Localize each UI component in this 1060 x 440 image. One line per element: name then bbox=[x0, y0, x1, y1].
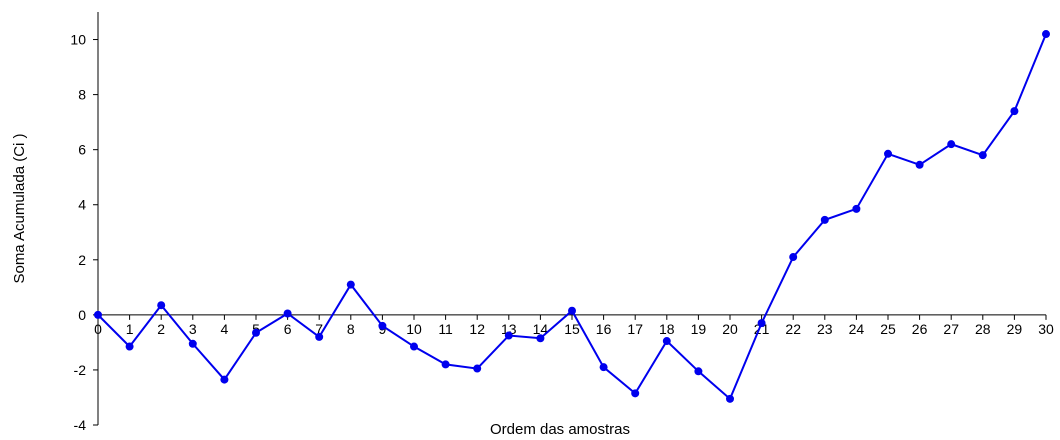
y-tick-label: 4 bbox=[78, 197, 86, 213]
data-point bbox=[978, 151, 987, 160]
data-point bbox=[441, 360, 450, 369]
x-tick-label: 25 bbox=[880, 321, 896, 337]
data-point bbox=[631, 389, 640, 398]
data-point bbox=[504, 331, 513, 340]
y-axis-label: Soma Acumulada (Ci ) bbox=[11, 133, 28, 283]
x-tick-label: 0 bbox=[94, 321, 102, 337]
y-tick-label: 8 bbox=[78, 87, 86, 103]
data-point bbox=[94, 310, 102, 319]
x-tick-label: 29 bbox=[1007, 321, 1023, 337]
y-ticks: -4 -2 0 2 4 6 8 10 bbox=[70, 32, 98, 433]
data-point bbox=[1042, 30, 1050, 39]
data-point bbox=[820, 215, 829, 224]
y-axis: -4 -2 0 2 4 6 8 10 bbox=[70, 12, 99, 433]
data-point bbox=[947, 140, 956, 149]
data-point bbox=[915, 160, 924, 169]
x-ticks: 0123456789101112131415161718192021222324… bbox=[94, 314, 1054, 337]
data-point bbox=[157, 301, 166, 310]
x-tick-label: 3 bbox=[189, 321, 197, 337]
data-point bbox=[346, 280, 355, 289]
x-tick-label: 6 bbox=[284, 321, 292, 337]
series-line bbox=[97, 33, 1047, 401]
data-point bbox=[662, 337, 671, 346]
data-point bbox=[125, 342, 134, 351]
x-tick-label: 16 bbox=[596, 321, 612, 337]
data-point bbox=[220, 375, 229, 384]
x-tick-label: 8 bbox=[347, 321, 355, 337]
y-tick-label: -4 bbox=[74, 417, 87, 433]
x-tick-label: 15 bbox=[564, 321, 580, 337]
data-point bbox=[789, 253, 798, 262]
data-point bbox=[252, 328, 260, 337]
y-tick-label: 2 bbox=[78, 252, 86, 268]
data-point bbox=[378, 321, 387, 330]
data-points bbox=[94, 30, 1050, 403]
y-tick-label: -2 bbox=[74, 362, 87, 378]
x-tick-label: 11 bbox=[438, 321, 453, 337]
data-point bbox=[410, 342, 418, 351]
data-point bbox=[283, 309, 292, 318]
x-tick-label: 1 bbox=[126, 321, 134, 337]
y-tick-label: 10 bbox=[70, 32, 86, 48]
data-point bbox=[568, 306, 576, 315]
x-tick-label: 24 bbox=[849, 321, 865, 337]
x-tick-label: 13 bbox=[501, 321, 517, 337]
data-point bbox=[1010, 107, 1019, 116]
x-tick-label: 22 bbox=[785, 321, 801, 337]
x-tick-label: 30 bbox=[1038, 321, 1054, 337]
data-point bbox=[757, 319, 766, 328]
x-tick-label: 4 bbox=[221, 321, 229, 337]
x-tick-label: 2 bbox=[157, 321, 165, 337]
y-tick-label: 0 bbox=[78, 307, 86, 323]
data-point bbox=[852, 204, 861, 213]
x-tick-label: 26 bbox=[912, 321, 928, 337]
x-axis: 0123456789101112131415161718192021222324… bbox=[94, 314, 1054, 337]
data-point bbox=[694, 367, 703, 376]
x-tick-label: 27 bbox=[943, 321, 959, 337]
data-point bbox=[473, 364, 482, 373]
data-point bbox=[884, 149, 892, 158]
data-point bbox=[315, 332, 324, 341]
x-tick-label: 12 bbox=[469, 321, 485, 337]
x-tick-label: 28 bbox=[975, 321, 991, 337]
x-tick-label: 17 bbox=[627, 321, 643, 337]
x-tick-label: 18 bbox=[659, 321, 675, 337]
data-point bbox=[726, 394, 734, 403]
data-point bbox=[599, 363, 608, 372]
data-point bbox=[188, 339, 197, 348]
y-tick-label: 6 bbox=[78, 142, 86, 158]
x-tick-label: 20 bbox=[722, 321, 738, 337]
x-tick-label: 7 bbox=[315, 321, 323, 337]
x-tick-label: 14 bbox=[533, 321, 549, 337]
data-point bbox=[536, 334, 545, 343]
x-tick-label: 23 bbox=[817, 321, 833, 337]
x-tick-label: 19 bbox=[691, 321, 707, 337]
x-tick-label: 10 bbox=[406, 321, 422, 337]
x-axis-label: Ordem das amostras bbox=[490, 421, 630, 438]
